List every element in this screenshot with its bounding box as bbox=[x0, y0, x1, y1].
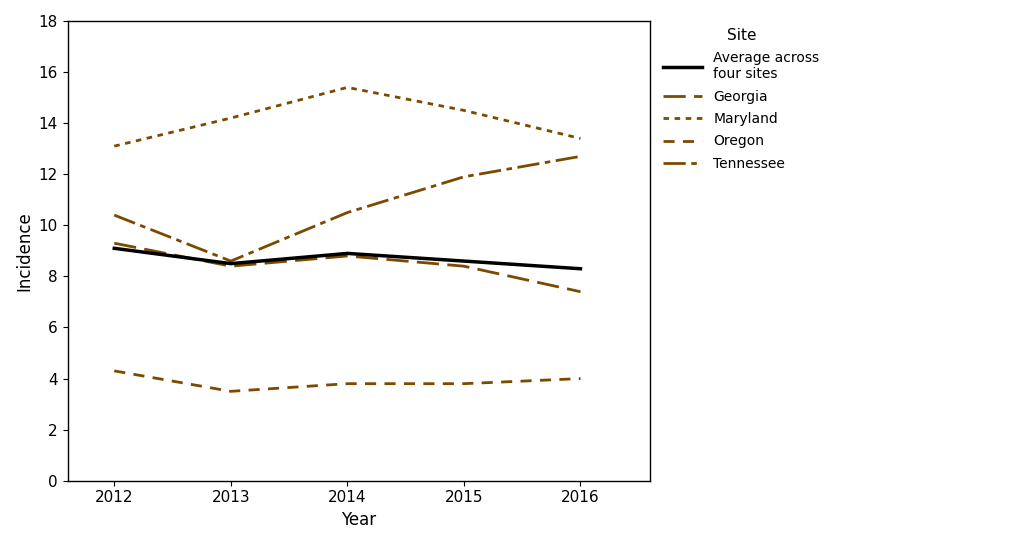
Legend: Average across
four sites, Georgia, Maryland, Oregon, Tennessee: Average across four sites, Georgia, Mary… bbox=[662, 28, 818, 171]
X-axis label: Year: Year bbox=[341, 511, 376, 529]
Y-axis label: Incidence: Incidence bbox=[15, 211, 33, 290]
